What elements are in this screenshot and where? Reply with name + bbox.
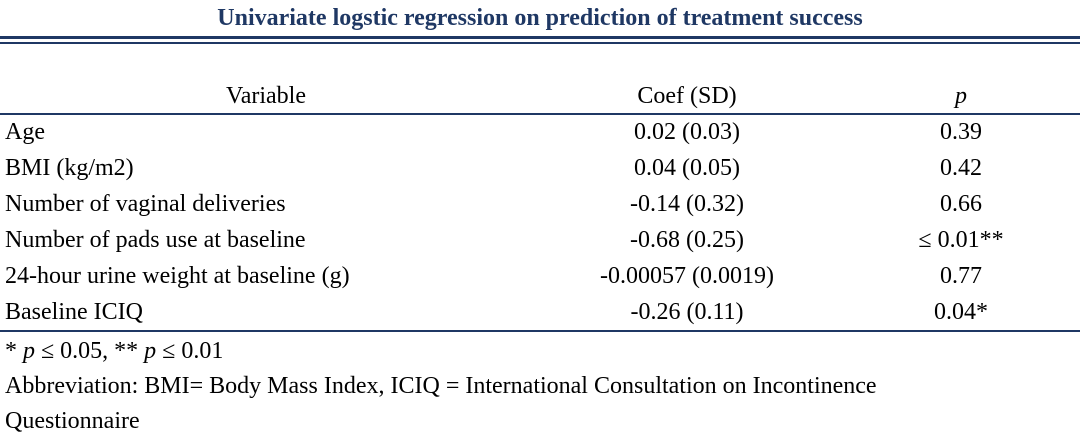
header-p: p [955, 83, 967, 109]
footnote-p-symbol: p [23, 338, 35, 364]
significance-footnote: * p ≤ 0.05, ** p ≤ 0.01 [5, 334, 223, 368]
row-p: ≤ 0.01** [918, 227, 1004, 253]
footnote-star: * [5, 338, 23, 364]
table-row: Baseline ICIQ -0.26 (0.11) 0.04* [0, 295, 1080, 329]
table-row: Number of pads use at baseline -0.68 (0.… [0, 223, 1080, 257]
row-variable: Number of vaginal deliveries [5, 191, 286, 217]
row-variable: Age [5, 119, 45, 145]
footnote-threshold-1: ≤ 0.05, ** [35, 338, 145, 364]
header-variable: Variable [226, 83, 306, 109]
title-rule-top [0, 36, 1080, 39]
table-row: 24-hour urine weight at baseline (g) -0.… [0, 259, 1080, 293]
footnote-p-symbol: p [144, 338, 157, 364]
row-coef: -0.14 (0.32) [630, 191, 744, 217]
abbreviation-footnote-line-1: Abbreviation: BMI= Body Mass Index, ICIQ… [5, 373, 877, 399]
title-rule-bottom [0, 42, 1080, 44]
table-row: Number of vaginal deliveries -0.14 (0.32… [0, 187, 1080, 221]
row-p: 0.04* [934, 299, 988, 325]
row-coef: -0.68 (0.25) [630, 227, 744, 253]
table-title: Univariate logstic regression on predict… [217, 5, 863, 31]
table-row: Age 0.02 (0.03) 0.39 [0, 115, 1080, 149]
row-p: 0.42 [940, 155, 982, 181]
header-row: Variable Coef (SD) p [0, 79, 1080, 113]
abbreviation-footnote-line-2: Questionnaire [5, 408, 140, 434]
header-coef: Coef (SD) [637, 83, 737, 109]
footnote-threshold-2: ≤ 0.01 [156, 338, 224, 364]
header-rule [0, 113, 1080, 115]
row-variable: 24-hour urine weight at baseline (g) [5, 263, 350, 289]
table-row: BMI (kg/m2) 0.04 (0.05) 0.42 [0, 151, 1080, 185]
row-variable: BMI (kg/m2) [5, 155, 134, 181]
table-bottom-rule [0, 330, 1080, 332]
row-coef: 0.02 (0.03) [634, 119, 740, 145]
row-variable: Number of pads use at baseline [5, 227, 306, 253]
row-p: 0.77 [940, 263, 982, 289]
row-variable: Baseline ICIQ [5, 299, 143, 325]
row-coef: 0.04 (0.05) [634, 155, 740, 181]
row-p: 0.66 [940, 191, 982, 217]
row-coef: -0.26 (0.11) [630, 299, 744, 325]
row-coef: -0.00057 (0.0019) [600, 263, 774, 289]
row-p: 0.39 [940, 119, 982, 145]
